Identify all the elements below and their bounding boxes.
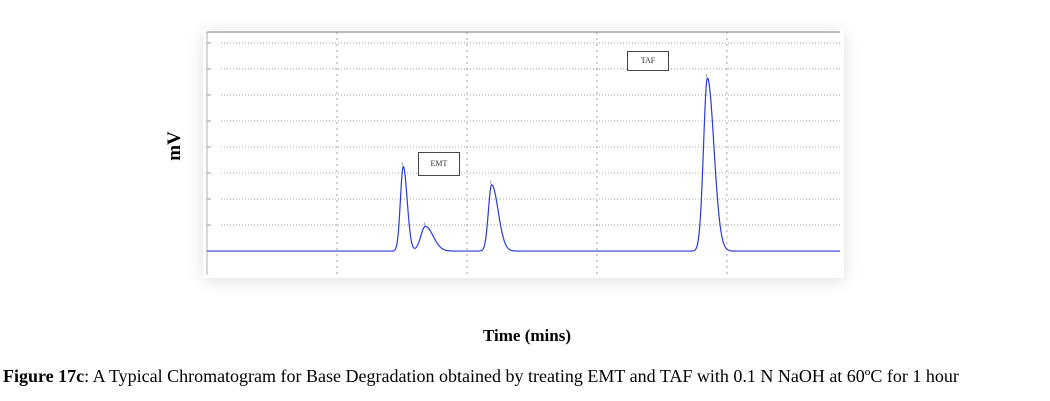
annotation-taf: TAF [627,51,669,71]
caption-text: : A Typical Chromatogram for Base Degrad… [84,366,959,386]
chromatogram-plot [206,31,841,275]
y-axis-label: mV [164,131,185,161]
x-axis-label: Time (mins) [483,326,571,345]
figure-caption: Figure 17c: A Typical Chromatogram for B… [3,366,959,387]
annotation-emt: EMT [418,152,460,176]
plot-area-background [203,30,844,278]
series-trace [206,77,841,252]
caption-label: Figure 17c [3,366,85,386]
